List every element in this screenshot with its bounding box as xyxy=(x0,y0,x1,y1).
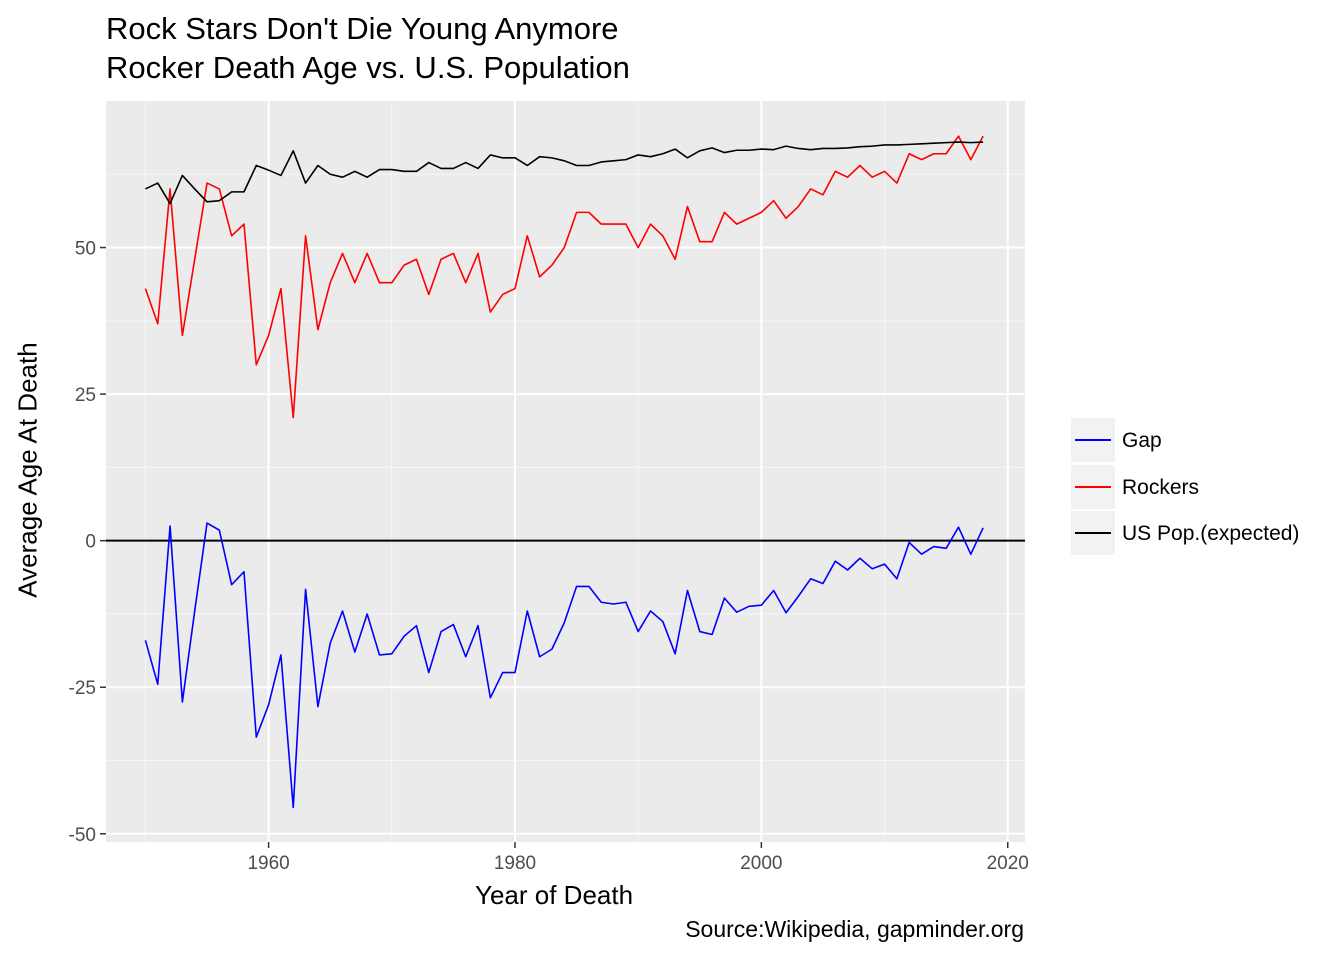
y-tick-label: 50 xyxy=(75,239,96,260)
legend-key-gap xyxy=(1071,418,1115,462)
x-axis-label: Year of Death xyxy=(475,880,634,910)
legend-key-rockers xyxy=(1071,465,1115,509)
source-caption: Source:Wikipedia, gapminder.org xyxy=(685,916,1024,942)
chart-title: Rock Stars Don't Die Young Anymore xyxy=(106,11,619,46)
legend-key-us-pop xyxy=(1071,511,1115,555)
legend-swatch xyxy=(1075,532,1111,534)
plot-panel xyxy=(106,101,1025,842)
series-line-us-pop-expected xyxy=(145,141,984,205)
series-line-rockers xyxy=(144,135,984,419)
y-tick-label: -50 xyxy=(69,825,96,846)
legend-swatch xyxy=(1075,486,1111,488)
x-tick-label: 1960 xyxy=(247,853,289,874)
legend-label-us-pop: US Pop.(expected) xyxy=(1122,522,1300,545)
y-tick-label: 25 xyxy=(75,385,96,406)
legend-label-gap: Gap xyxy=(1122,429,1162,452)
legend-swatch xyxy=(1075,439,1111,441)
x-tick-label: 2020 xyxy=(987,853,1029,874)
series-line-gap xyxy=(144,522,984,809)
y-tick-label: 0 xyxy=(85,532,96,553)
chart-subtitle: Rocker Death Age vs. U.S. Population xyxy=(106,50,630,85)
y-axis-label: Average Age At Death xyxy=(12,342,43,598)
legend-label-rockers: Rockers xyxy=(1122,476,1200,499)
y-tick-label: -25 xyxy=(69,678,96,699)
x-tick-label: 2000 xyxy=(740,853,782,874)
x-tick-label: 1980 xyxy=(494,853,536,874)
